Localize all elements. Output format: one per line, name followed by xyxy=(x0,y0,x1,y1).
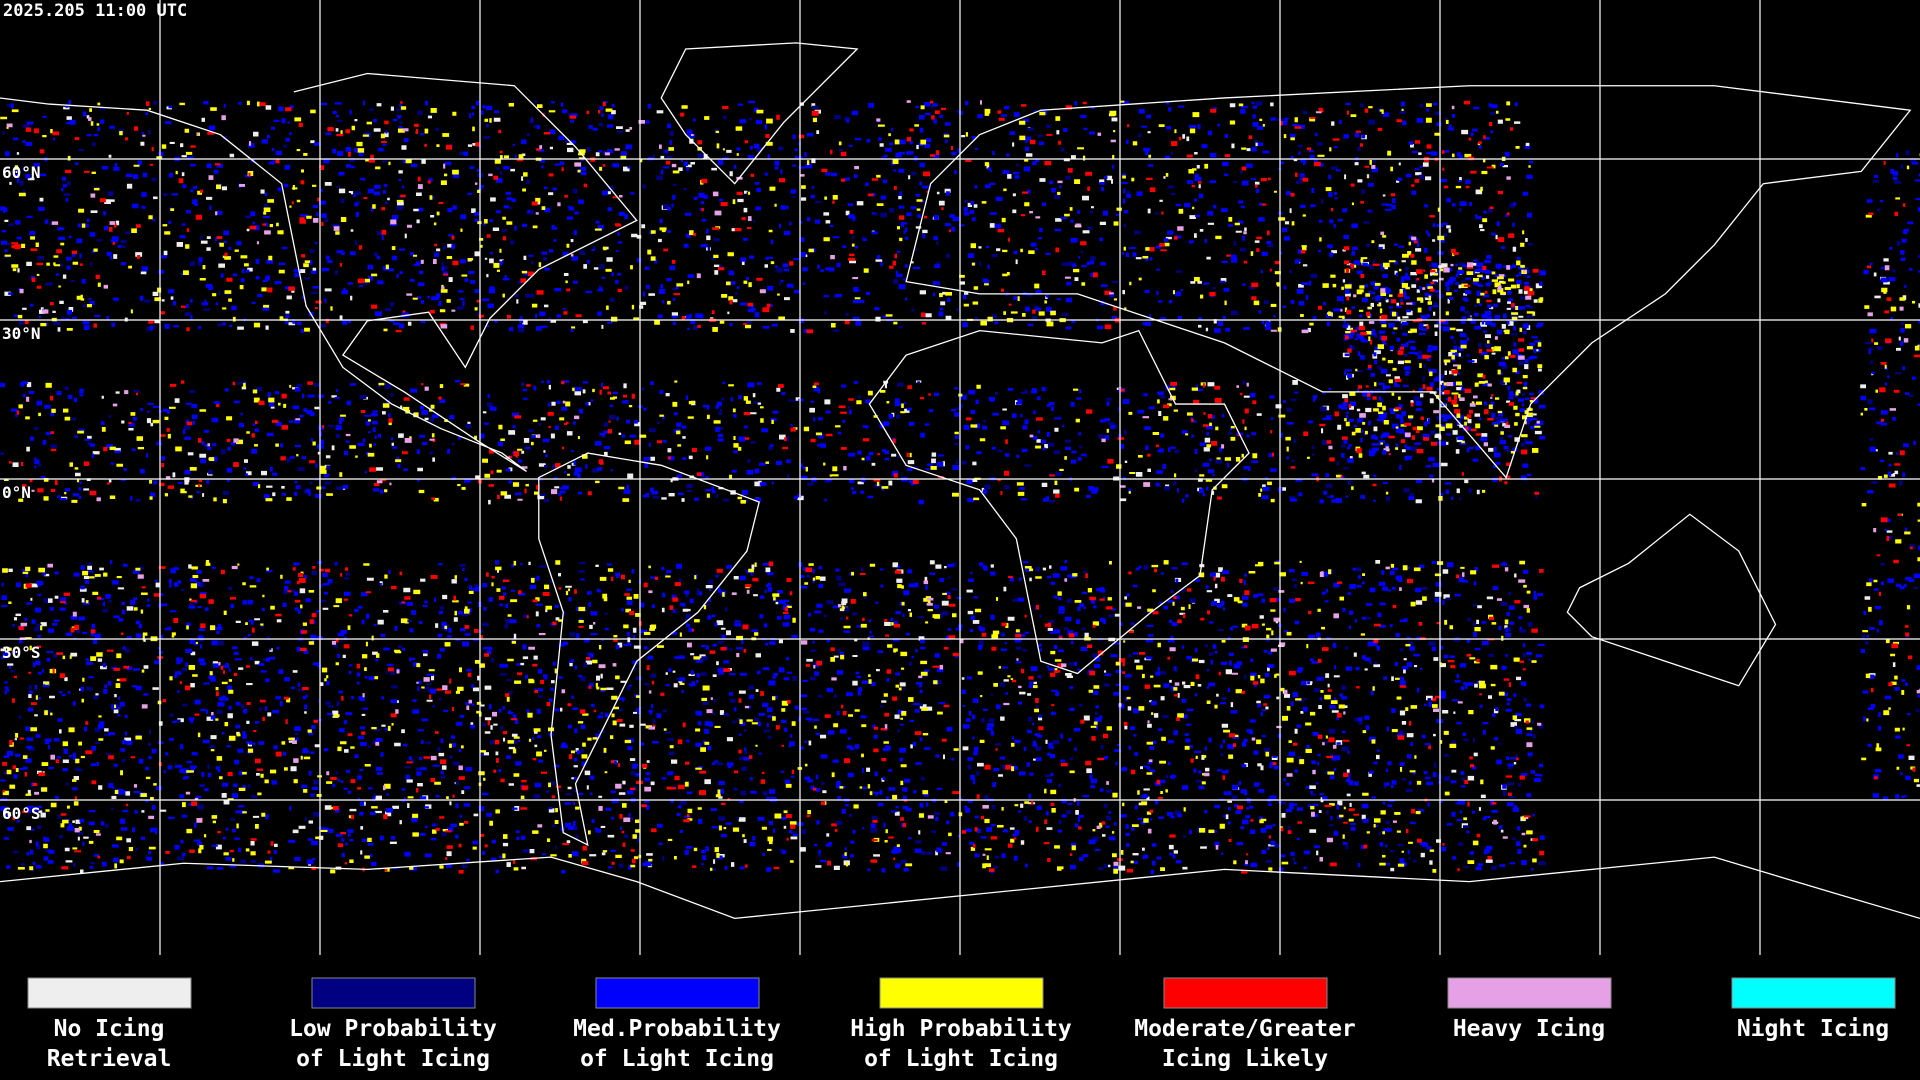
coastlines xyxy=(0,43,1920,919)
legend-swatch xyxy=(311,977,476,1009)
australia xyxy=(1567,514,1775,685)
south-america xyxy=(539,453,759,845)
legend-label: Night Icing xyxy=(1737,1016,1889,1042)
latitude-label: 30°S xyxy=(2,643,41,662)
legend: No Icing Retrieval Low Probability of Light… xyxy=(27,977,1896,1072)
eurasia xyxy=(906,86,1910,478)
legend-label: of Light Icing xyxy=(296,1046,490,1072)
legend-label: Retrieval xyxy=(47,1046,172,1072)
africa xyxy=(869,331,1249,674)
legend-swatch xyxy=(1447,977,1612,1009)
legend-swatch xyxy=(27,977,192,1009)
legend-label: of Light Icing xyxy=(580,1046,774,1072)
legend-label: Icing Likely xyxy=(1162,1046,1328,1072)
legend-label: Heavy Icing xyxy=(1453,1016,1605,1042)
latitude-labels: 60°N 30°N 0°N 30°S 60°S xyxy=(2,163,41,823)
greenland xyxy=(661,43,857,184)
north-america xyxy=(0,73,637,471)
legend-label: High Probability xyxy=(850,1016,1072,1042)
latitude-label: 30°N xyxy=(2,324,41,343)
latitude-label: 60°N xyxy=(2,163,41,182)
legend-swatch xyxy=(879,977,1044,1009)
legend-swatch xyxy=(595,977,760,1009)
legend-label: No Icing xyxy=(54,1016,165,1042)
legend-label: of Light Icing xyxy=(864,1046,1058,1072)
timestamp: 2025.205 11:00 UTC xyxy=(3,1,187,21)
legend-label: Low Probability xyxy=(289,1016,497,1042)
latitude-label: 0°N xyxy=(2,483,31,502)
legend-label: Moderate/Greater xyxy=(1134,1016,1356,1042)
legend-swatch xyxy=(1731,977,1896,1009)
legend-label: Med.Probability xyxy=(573,1016,781,1042)
legend-swatch xyxy=(1163,977,1328,1009)
legend-panel xyxy=(0,955,1920,1080)
graticule xyxy=(0,0,1920,955)
latitude-label: 60°S xyxy=(2,804,41,823)
antarctica xyxy=(0,857,1920,918)
